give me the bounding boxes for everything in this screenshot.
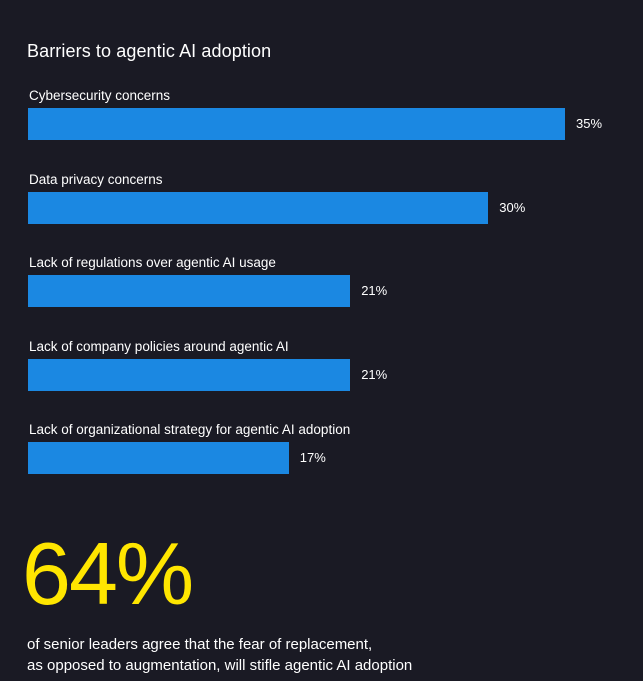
bar-value-label: 30% bbox=[499, 199, 526, 215]
bar-label: Data privacy concerns bbox=[29, 171, 163, 187]
stat-description: of senior leaders agree that the fear of… bbox=[27, 634, 627, 676]
bar-label: Lack of company policies around agentic … bbox=[29, 338, 289, 354]
chart-title: Barriers to agentic AI adoption bbox=[27, 41, 272, 61]
bar-value-label: 17% bbox=[299, 450, 326, 465]
bar-label: Lack of organizational strategy for agen… bbox=[29, 422, 351, 437]
bar bbox=[28, 191, 489, 224]
bar-value-label: 21% bbox=[361, 283, 388, 298]
stat-description-line-2: as opposed to augmentation, will stifle … bbox=[27, 657, 413, 674]
bar-label: Cybersecurity concerns bbox=[29, 88, 171, 103]
stat-description-line-1: of senior leaders agree that the fear of… bbox=[27, 636, 373, 653]
bar bbox=[28, 275, 351, 307]
bar bbox=[28, 442, 289, 474]
bar-label: Lack of regulations over agentic AI usag… bbox=[29, 255, 276, 270]
bar-value-label: 35% bbox=[576, 116, 603, 131]
bar bbox=[28, 108, 565, 140]
bar bbox=[28, 358, 351, 391]
stat-value: 64% bbox=[22, 524, 194, 623]
bar-value-label: 21% bbox=[361, 366, 388, 382]
bar-chart: Cybersecurity concerns 35% Data privacy co… bbox=[28, 88, 603, 474]
